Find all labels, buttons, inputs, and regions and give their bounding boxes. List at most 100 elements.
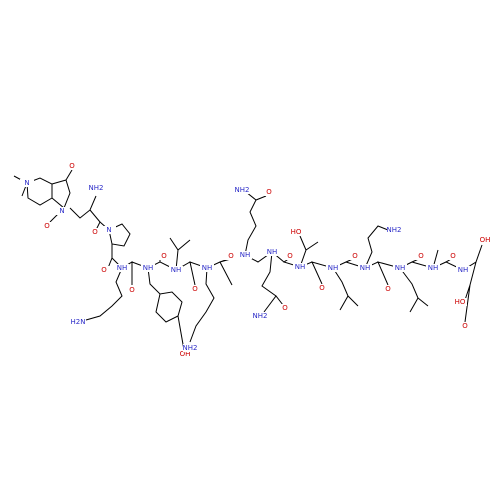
label-bg xyxy=(458,322,472,330)
atom-label: O xyxy=(385,285,391,293)
atom-label: O xyxy=(462,322,468,330)
atom-label: NH2 xyxy=(387,226,402,234)
bond xyxy=(244,191,267,256)
label-bg xyxy=(348,252,362,260)
bond xyxy=(89,209,101,231)
bond xyxy=(189,267,215,343)
atom-label: O xyxy=(266,188,272,196)
bond xyxy=(107,244,113,269)
bond xyxy=(69,195,97,219)
label-bg xyxy=(224,252,238,260)
atom-label: O xyxy=(418,252,424,260)
atom-label: O xyxy=(450,252,456,260)
bond xyxy=(399,267,429,313)
label-bg xyxy=(278,304,292,312)
atom-label: N xyxy=(24,179,29,187)
atom-label: O xyxy=(129,286,135,294)
atom-label: O xyxy=(69,162,75,170)
label-bg xyxy=(262,188,276,196)
label-bg xyxy=(97,266,111,274)
label-bg xyxy=(183,344,197,352)
atom-label: N xyxy=(59,207,64,215)
atom-label: H2N xyxy=(71,318,86,326)
bond xyxy=(261,251,284,313)
label-bg xyxy=(188,285,202,293)
label-bg xyxy=(293,263,307,271)
label-bg xyxy=(141,264,155,272)
atom-label: NH xyxy=(117,264,128,272)
atom-label: NH xyxy=(143,264,154,272)
label-bg xyxy=(456,266,470,274)
label-bg xyxy=(89,184,103,192)
atom-label: HO xyxy=(455,298,466,306)
atom-label: HO xyxy=(291,228,302,236)
bond xyxy=(85,267,123,321)
label-bg xyxy=(238,251,252,259)
label-bg xyxy=(358,264,372,272)
atom-label: O xyxy=(282,304,288,312)
label-bg xyxy=(387,226,401,234)
label-bg xyxy=(65,162,79,170)
label-bg xyxy=(20,179,34,187)
atom-label: O xyxy=(161,252,167,260)
label-bg xyxy=(88,228,102,236)
label-bg xyxy=(289,228,303,236)
label-bg xyxy=(478,236,492,244)
label-bg xyxy=(253,312,267,320)
atom-label: O xyxy=(92,228,98,236)
label-bg xyxy=(169,266,183,274)
atom-label: OH xyxy=(480,236,491,244)
bond xyxy=(51,179,71,209)
label-bg xyxy=(414,252,428,260)
atom-label: O xyxy=(319,284,325,292)
label-bg xyxy=(426,264,440,272)
label-bg xyxy=(125,286,139,294)
atom-label: NH xyxy=(240,251,251,259)
label-bg xyxy=(235,186,249,194)
atom-label: NH xyxy=(360,264,371,272)
label-bg xyxy=(102,226,116,234)
atom-label: NH xyxy=(395,264,406,272)
atom-label: NH xyxy=(202,264,213,272)
atom-label: OH xyxy=(180,350,191,358)
atom-label: O xyxy=(228,252,234,260)
label-bg xyxy=(326,264,340,272)
bond xyxy=(169,237,191,271)
label-bg xyxy=(381,285,395,293)
atom-label: NH xyxy=(328,264,339,272)
bond xyxy=(332,267,359,311)
label-bg xyxy=(157,252,171,260)
label-bg xyxy=(283,252,297,260)
atom-label: N xyxy=(106,226,111,234)
label-bg xyxy=(265,248,279,256)
label-bg xyxy=(178,350,192,358)
label-bg xyxy=(40,222,54,230)
atom-label: O xyxy=(44,222,50,230)
atom-label: NH xyxy=(428,264,439,272)
atom-label: NH2 xyxy=(235,186,250,194)
bond xyxy=(147,267,183,323)
atom-label: NH2 xyxy=(253,312,268,320)
bond xyxy=(364,225,389,269)
atom-label: O xyxy=(352,252,358,260)
label-bg xyxy=(315,284,329,292)
label-bg xyxy=(115,264,129,272)
atom-label: O xyxy=(192,285,198,293)
label-bg xyxy=(393,264,407,272)
bond xyxy=(65,169,73,181)
label-bg xyxy=(453,298,467,306)
label-bg xyxy=(446,252,460,260)
atom-label: NH xyxy=(171,266,182,274)
atom-label: NH2 xyxy=(183,344,198,352)
label-bg xyxy=(200,264,214,272)
atom-label: O xyxy=(287,252,293,260)
atom-label: NH xyxy=(295,263,306,271)
atom-label: NH2 xyxy=(89,184,104,192)
atom-label: NH xyxy=(458,266,469,274)
label-bg xyxy=(71,318,85,326)
label-bg xyxy=(55,207,69,215)
atom-label: O xyxy=(101,266,107,274)
atom-label: NH xyxy=(267,248,278,256)
